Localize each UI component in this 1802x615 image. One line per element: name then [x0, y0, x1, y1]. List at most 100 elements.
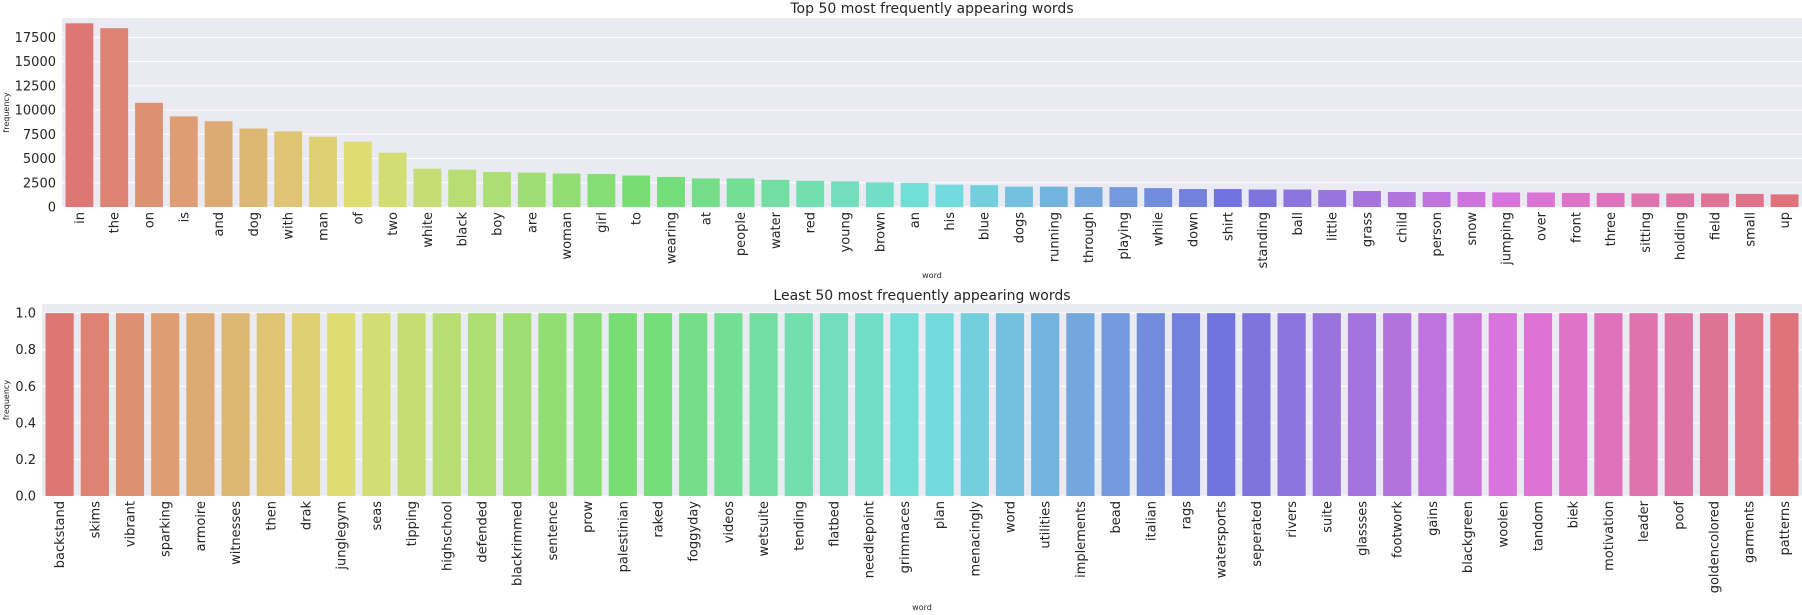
bar [1735, 313, 1764, 496]
bar [796, 180, 825, 207]
x-tick-label: watersports [1215, 501, 1230, 578]
bar [115, 313, 145, 496]
y-tick-label: 0.2 [15, 453, 36, 468]
bar [587, 174, 616, 207]
bar [960, 313, 989, 496]
bar [1031, 313, 1060, 496]
x-tick-label: sentence [546, 501, 561, 561]
y-tick-label: 1.0 [15, 307, 36, 322]
x-tick-label: motivation [1602, 501, 1617, 571]
x-tick-label: grass [1361, 212, 1376, 247]
x-tick-label: in [73, 212, 88, 224]
bar [1492, 192, 1521, 207]
x-tick-label: red [804, 212, 819, 233]
bar [1523, 313, 1553, 496]
bar [327, 313, 356, 496]
y-axis-label: frequency [2, 92, 11, 132]
bar [1101, 313, 1130, 496]
x-tick-label: snow [1465, 212, 1480, 246]
x-tick-label: young [839, 212, 854, 252]
x-tick-label: tending [792, 501, 807, 551]
bar [256, 313, 285, 496]
y-tick-label: 10000 [15, 104, 56, 119]
x-tick-label: witnesses [229, 501, 244, 565]
bar [1629, 313, 1658, 496]
x-tick-label: wearing [665, 212, 680, 264]
x-tick-label: child [1395, 212, 1410, 243]
y-tick-label: 5000 [23, 152, 56, 167]
bar [397, 313, 426, 496]
bar [970, 185, 999, 207]
x-axis-label: word [912, 603, 932, 612]
y-tick-label: 0 [48, 201, 56, 216]
x-tick-label: then [264, 501, 279, 531]
x-tick-label: little [1326, 212, 1341, 241]
bar [151, 313, 180, 496]
bar [467, 313, 497, 496]
bar [309, 136, 337, 207]
x-tick-label: dog [247, 212, 262, 236]
bar [1527, 192, 1555, 207]
x-tick-label: standing [1256, 212, 1271, 268]
bar [1559, 313, 1588, 496]
x-tick-label: while [1152, 212, 1167, 246]
bar [221, 313, 250, 496]
bar [1283, 189, 1312, 207]
bar [900, 182, 929, 207]
x-tick-label: utilities [1039, 501, 1054, 549]
x-tick-label: woolen [1496, 501, 1511, 547]
x-tick-label: junglegym [335, 501, 350, 571]
y-tick-label: 0.0 [15, 490, 36, 505]
bar [761, 179, 790, 207]
x-tick-label: rivers [1285, 501, 1300, 538]
bar [186, 313, 215, 496]
x-tick-label: his [943, 212, 958, 231]
x-tick-label: goldencolored [1708, 501, 1723, 593]
bar [831, 181, 859, 207]
x-tick-label: flatbed [828, 501, 843, 547]
bar [657, 176, 685, 207]
bar [1039, 186, 1068, 207]
bar [1005, 186, 1033, 207]
bar [1312, 313, 1341, 496]
bar [100, 28, 129, 207]
x-tick-label: girl [595, 212, 610, 233]
bar [45, 313, 74, 496]
bar [538, 313, 567, 496]
x-tick-label: patterns [1778, 501, 1793, 556]
x-tick-label: defended [476, 501, 491, 563]
bar [204, 121, 233, 207]
bar [65, 23, 94, 208]
bar [517, 172, 546, 207]
x-tick-label: shirt [1221, 212, 1236, 241]
bar [784, 313, 813, 496]
bar [691, 178, 720, 207]
y-tick-label: 17500 [15, 31, 56, 46]
x-tick-label: footwork [1391, 501, 1406, 559]
x-tick-label: two [386, 212, 401, 236]
x-tick-label: armoire [194, 501, 209, 551]
x-tick-label: and [212, 212, 227, 236]
x-tick-label: to [630, 212, 645, 225]
x-tick-label: are [525, 212, 540, 233]
x-tick-label: with [282, 212, 297, 240]
x-tick-label: up [1778, 212, 1793, 229]
x-tick-label: blue [978, 212, 993, 240]
bar [855, 313, 884, 496]
x-tick-label: raked [652, 501, 667, 538]
x-tick-label: on [143, 212, 158, 228]
bar [925, 313, 954, 496]
x-tick-label: garments [1743, 501, 1758, 563]
x-tick-label: skims [88, 501, 103, 539]
bar [1422, 191, 1451, 207]
x-tick-label: over [1535, 211, 1550, 241]
bar [291, 313, 321, 496]
bar [1488, 313, 1517, 496]
x-tick-label: playing [1117, 212, 1132, 260]
y-tick-label: 7500 [23, 128, 56, 143]
x-tick-label: tipping [405, 501, 420, 546]
x-tick-label: grimmaces [898, 501, 913, 574]
bar [1770, 194, 1799, 207]
bar [135, 102, 163, 207]
